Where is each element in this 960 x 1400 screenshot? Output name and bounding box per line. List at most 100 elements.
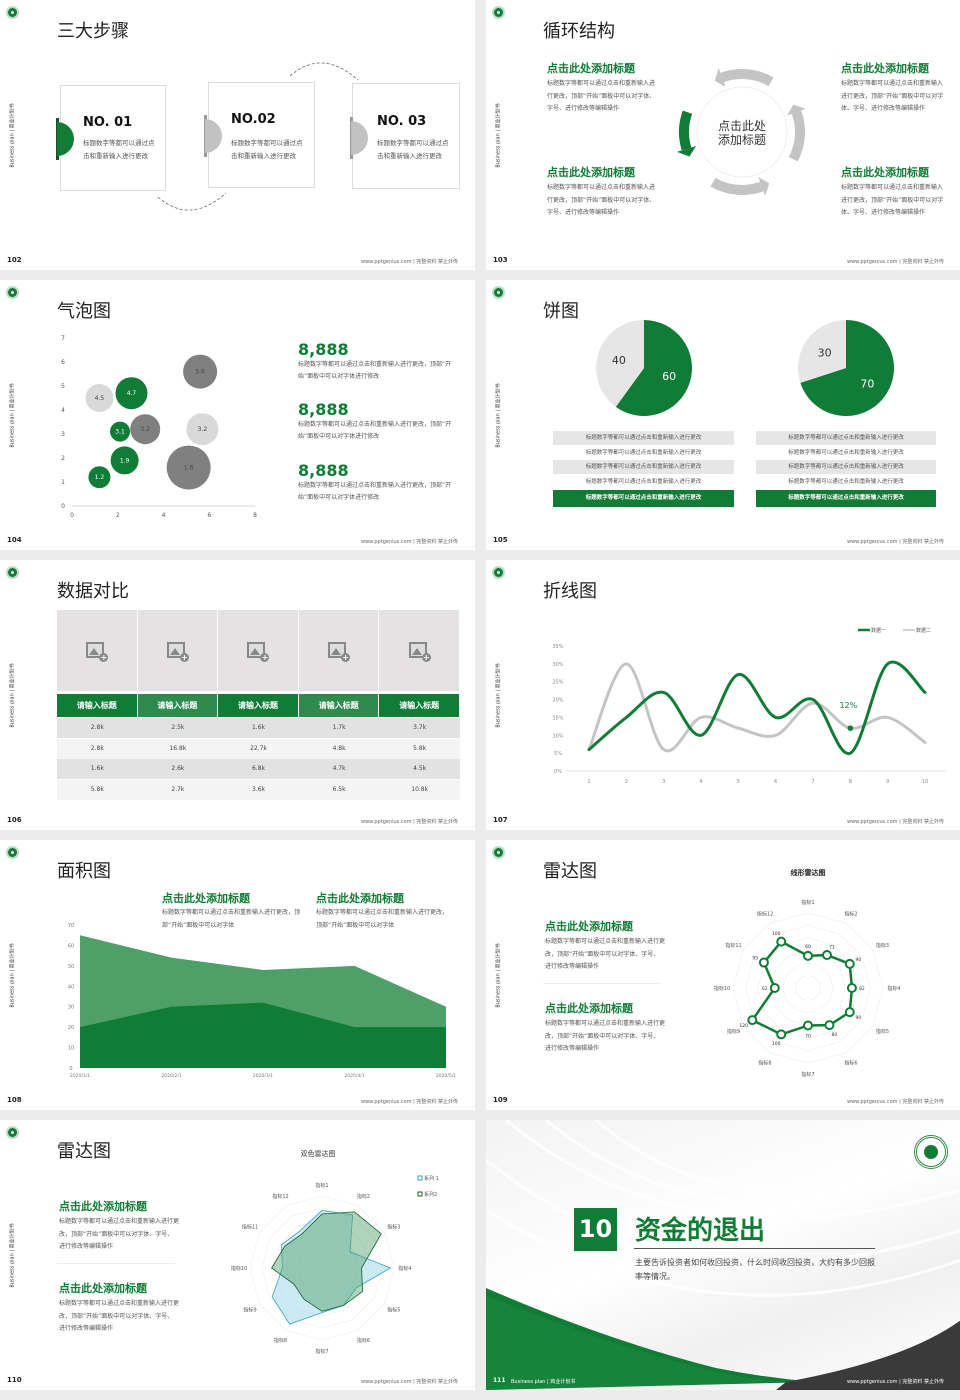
slide-105-pie: 60 40 70 30 饼图 Business plan | 商业计划书 105 www.p… <box>486 280 960 550</box>
pie-legend-row: 标题数字等都可以通过点击和重新输入进行更改 <box>756 431 936 445</box>
slide-title: 雷达图 <box>543 861 597 882</box>
image-placeholder[interactable] <box>57 610 137 691</box>
image-placeholder[interactable] <box>298 610 379 691</box>
side-label: Business plan | 商业计划书 <box>9 383 16 448</box>
step-3-number: NO. 03 <box>377 114 427 129</box>
radar-point <box>844 1007 855 1018</box>
table-cell: 5.8k <box>413 744 427 752</box>
block-title: 点击此处添加标题 <box>316 892 404 905</box>
slide-110-radar-dual: 双色雷达图 指标1 指标2 指标3 指标4 指标5 指标6 指标7 指标8 指标9 指标10 指标11… <box>0 1120 475 1390</box>
radar-axis-label: 指标8 <box>758 1059 771 1066</box>
x-tick-label: 5 <box>737 779 740 785</box>
step-card-3 <box>352 83 460 189</box>
image-placeholder[interactable] <box>379 610 459 691</box>
block-text: 标题数字等都可以通过点击和重新输入进行更改，顶部“开始”面板中可以对字体、字号、… <box>547 80 656 112</box>
center-title-line-1: 点击此处 <box>717 119 766 133</box>
x-tick-label: 9 <box>886 779 889 785</box>
image-add-icon <box>408 642 431 662</box>
table-cell: 5.8k <box>90 785 104 793</box>
footer-website: www.pptgenius.com | 完整资料 禁止外传 <box>846 1379 944 1385</box>
radar-grid-ring <box>795 975 821 1001</box>
title-underline <box>634 1248 875 1249</box>
y-tick-label: 20% <box>552 698 563 704</box>
radar-axis-label: 指标6 <box>844 1059 857 1066</box>
center-circle <box>696 86 788 178</box>
radar-axis-label: 指标5 <box>876 1028 889 1035</box>
radar-value-label: 90 <box>856 957 862 963</box>
legend-label: 数据一 <box>871 627 886 634</box>
bubble <box>88 466 111 489</box>
radar-value-label: 60 <box>805 944 811 950</box>
x-tick-label: 4 <box>162 512 166 519</box>
text-block-2: 点击此处添加标题 标题数字等都可以通过点击和重新输入进行更改，顶部“开始”面板中… <box>59 1280 179 1336</box>
page-number: 109 <box>493 1096 508 1104</box>
radar-axis-label: 指标3 <box>876 942 889 949</box>
radar-value-label: 100 <box>772 1041 781 1047</box>
y-tick-label: 60 <box>68 943 74 949</box>
radar-value-label: 100 <box>772 931 781 937</box>
radar-grid-ring <box>782 962 834 1014</box>
page-number: 105 <box>493 536 508 544</box>
side-label: Business plan | 商业计划书 <box>9 663 16 728</box>
slide-title: 循环结构 <box>543 21 615 42</box>
block-text: 标题数字等都可以通过点击和重新输入进行更改，顶部“开始”面板中可以对字体 <box>316 909 449 929</box>
radar-axis-label: 指标1 <box>315 1182 328 1189</box>
table-cell: 2.8k <box>90 744 104 752</box>
x-tick-label: 0 <box>70 512 74 519</box>
table-row <box>57 738 460 759</box>
y-tick-label: 7 <box>61 335 65 342</box>
y-tick-label: 0 <box>61 503 65 510</box>
footer-website: www.pptgenius.com | 完整资料 禁止外传 <box>360 1099 458 1105</box>
radar-axis-label: 指标5 <box>387 1307 400 1314</box>
y-tick-label: 4 <box>61 407 65 414</box>
pie-legend-row: 标题数字等都可以通过点击和重新输入进行更改 <box>585 450 702 456</box>
pie-legend-row: 标题数字等都可以通过点击和重新输入进行更改 <box>788 479 904 485</box>
pie-slice-label: 30 <box>818 346 832 359</box>
radar-grid-ring <box>297 1243 347 1293</box>
cycle-diagram <box>676 68 806 196</box>
y-tick-label: 6 <box>61 359 65 366</box>
radar-axis-label: 指标7 <box>801 1071 814 1078</box>
step-3-text: 标题数字等都可以通过点击和重新输入进行更改 <box>377 139 449 160</box>
radar-value-label: 62 <box>762 986 768 992</box>
text-block-top-left: 点击此处添加标题 标题数字等都可以通过点击和重新输入进行更改，顶部“开始”面板中… <box>547 60 657 116</box>
stat-value: 8,888 <box>298 461 349 480</box>
text-block-top-right: 点击此处添加标题 标题数字等都可以通过点击和重新输入进行更改，顶部“开始”面板中… <box>841 60 947 116</box>
image-add-icon <box>328 642 351 662</box>
text-block-1: 点击此处添加标题 标题数字等都可以通过点击和重新输入进行更改，顶部“开始”面板中… <box>162 890 302 932</box>
table-cell: 2.7k <box>171 785 185 793</box>
bubble-label: 3.1 <box>115 429 125 436</box>
text-block-bottom-left: 点击此处添加标题 标题数字等都可以通过点击和重新输入进行更改，顶部“开始”面板中… <box>547 164 657 220</box>
y-tick-label: 10% <box>552 733 563 739</box>
block-title: 点击此处添加标题 <box>59 1282 147 1295</box>
logo-icon <box>6 1126 19 1139</box>
stat-block-1: 8,888 标题数字等都可以通过点击和重新输入进行更改，顶部“开始”面板中可以对… <box>298 340 458 383</box>
divider <box>57 1263 175 1264</box>
table-row <box>57 779 460 800</box>
radar-series-2 <box>271 1211 382 1312</box>
table-cell: 4.8k <box>332 744 346 752</box>
logo-icon <box>492 6 505 19</box>
radar-axis-label: 指标11 <box>725 942 741 949</box>
column-header: 请输入标题 <box>298 694 379 717</box>
slide-title: 饼图 <box>543 301 579 322</box>
table-cell: 6.5k <box>332 785 346 793</box>
radar-axis-label: 指标6 <box>357 1337 370 1344</box>
footer-website: www.pptgenius.com | 完整资料 禁止外传 <box>846 1099 944 1105</box>
legend-swatch <box>417 1175 423 1181</box>
text-block-2: 点击此处添加标题 标题数字等都可以通过点击和重新输入进行更改，顶部“开始”面板中… <box>316 890 448 932</box>
x-tick-label: 6 <box>207 512 211 519</box>
table-cell: 2.6k <box>171 765 185 772</box>
radar-axis-label: 指标10 <box>714 985 730 992</box>
y-tick-label: 0% <box>554 769 562 775</box>
logo-icon <box>6 6 19 19</box>
slide-102-steps: NO. 01 标题数字等都可以通过点击和重新输入进行更改 NO.02 标题数字等… <box>0 0 475 270</box>
x-tick-label: 10 <box>922 779 928 785</box>
image-placeholder[interactable] <box>218 610 298 691</box>
pie-charts: 60 40 70 30 <box>596 320 894 416</box>
x-tick-label: 7 <box>811 779 814 785</box>
image-placeholder[interactable] <box>137 610 218 691</box>
pie-legend-row: 标题数字等都可以通过点击和重新输入进行更改 <box>553 431 734 445</box>
radar-value-label: 90 <box>856 1015 862 1021</box>
bubble <box>186 413 219 446</box>
